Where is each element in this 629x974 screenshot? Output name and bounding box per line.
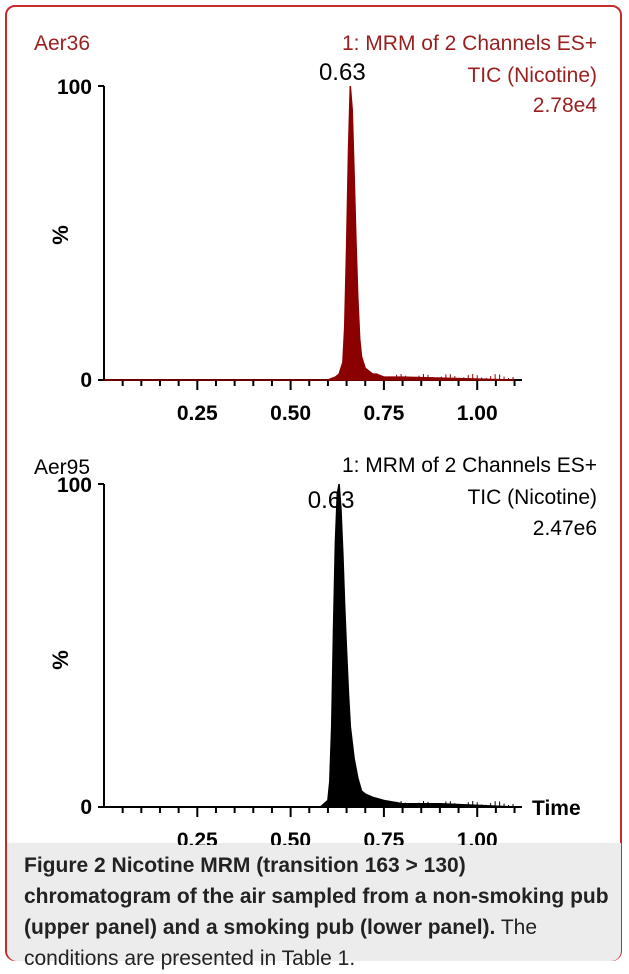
panel2-y-tick-label-100: 100 — [57, 474, 92, 497]
panel2-x-tick-label: 0.75 — [363, 829, 404, 845]
panel2-sample-id: Aer95 — [34, 456, 90, 479]
panel2-header-intensity: 2.47e6 — [533, 517, 597, 540]
panel2-y-tick-label-0: 0 — [80, 796, 92, 819]
panel2-x-axis-label: Time — [532, 797, 581, 820]
figure-frame — [5, 5, 622, 961]
panel1-y-axis-label: % — [48, 225, 73, 245]
caption-plain-text: The conditions are presented in Table 1. — [24, 916, 538, 970]
panel1-x-tick-label: 0.25 — [177, 402, 218, 425]
caption-label: Figure 2 — [24, 854, 106, 877]
panel2-x-tick-label: 0.25 — [177, 829, 218, 845]
panel2-x-tick-label: 0.50 — [270, 829, 311, 845]
panel1-y-tick-label-0: 0 — [80, 369, 92, 392]
panel1-x-tick-label: 0.50 — [270, 402, 311, 425]
panel1-signal-area — [104, 85, 515, 381]
chromatogram-figure: Aer36 1: MRM of 2 Channels ES+ TIC (Nicoti… — [34, 32, 598, 845]
panel2-x-tick-label: 1.00 — [457, 829, 498, 845]
panel1-x-tick-label: 0.75 — [363, 402, 404, 425]
panel1-header-channels: 1: MRM of 2 Channels ES+ — [342, 32, 597, 55]
panel1-header-intensity: 2.78e4 — [533, 94, 598, 117]
panel2-peak-label: 0.63 — [308, 487, 355, 514]
caption-background — [7, 843, 621, 961]
panel2-header-tic: TIC (Nicotine) — [467, 486, 597, 509]
panel1-peak-label: 0.63 — [319, 59, 366, 86]
caption-bold-text: Nicotine MRM (transition 163 > 130) chro… — [24, 854, 609, 939]
panel1-x-tick-label: 1.00 — [457, 402, 498, 425]
panel2-signal-area — [104, 483, 515, 808]
panel1-sample-id: Aer36 — [34, 32, 90, 55]
panel1-y-tick-label-100: 100 — [57, 76, 92, 99]
figure-caption: Figure 2 Nicotine MRM (transition 163 > … — [24, 850, 614, 974]
panel2-header-channels: 1: MRM of 2 Channels ES+ — [342, 454, 597, 477]
panel1-header-tic: TIC (Nicotine) — [467, 64, 597, 87]
panel2-y-axis-label: % — [48, 650, 73, 670]
